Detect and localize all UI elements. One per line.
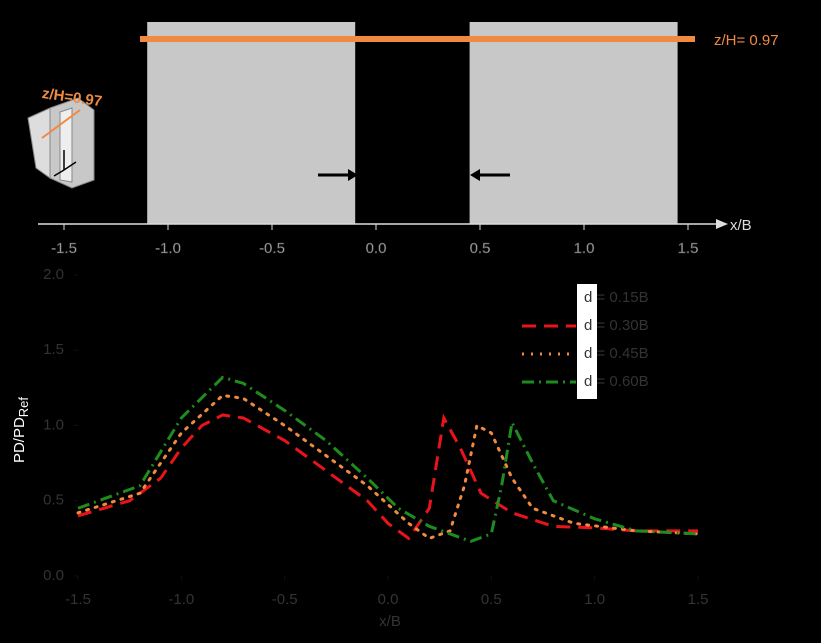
x-tick-label: -1.5 xyxy=(51,240,77,257)
legend-label: d = 0.30B xyxy=(584,317,649,334)
legend-label: d = 0.45B xyxy=(584,345,649,362)
x-tick-label: 1.5 xyxy=(678,240,699,257)
x-tick-label: -0.5 xyxy=(272,591,298,608)
legend-label: d = 0.60B xyxy=(584,373,649,390)
building xyxy=(469,22,678,224)
axis-arrow xyxy=(716,219,728,229)
y-tick-label: 1.0 xyxy=(43,416,64,433)
x-axis-label: x/B xyxy=(730,217,752,234)
x-tick-label: -0.5 xyxy=(259,240,285,257)
data-line xyxy=(77,375,699,543)
x-tick-label: 1.0 xyxy=(584,591,605,608)
legend-box xyxy=(577,284,597,399)
y-axis-label-main: PD/PD xyxy=(11,417,28,463)
y-tick-label: 2.0 xyxy=(43,266,64,283)
x-tick-label: -1.0 xyxy=(155,240,181,257)
x-tick-label: 0.5 xyxy=(481,591,502,608)
building xyxy=(147,22,356,224)
x-tick-label: 1.5 xyxy=(688,591,709,608)
x-tick-label: 0.5 xyxy=(470,240,491,257)
x-tick-label: 0.0 xyxy=(366,240,387,257)
y-tick-label: 0.5 xyxy=(43,492,64,509)
y-tick-label: 1.5 xyxy=(43,341,64,358)
building-icon xyxy=(27,97,95,189)
y-tick-label: 0.0 xyxy=(43,567,64,584)
data-line xyxy=(77,423,698,533)
x-tick-label: -1.5 xyxy=(65,591,91,608)
data-line xyxy=(77,413,698,541)
annotation: z/H= 0.97 xyxy=(714,32,779,49)
x-tick-label: 0.0 xyxy=(378,591,399,608)
y-axis-label-sub: Ref xyxy=(16,397,31,418)
x-tick-label: -1.0 xyxy=(168,591,194,608)
x-axis-label: x/B xyxy=(379,613,401,630)
flow-arrows xyxy=(318,169,510,181)
x-tick-label: 1.0 xyxy=(574,240,595,257)
y-axis-label: PD/PDRef xyxy=(11,397,31,463)
legend-label: d = 0.15B xyxy=(584,289,649,306)
